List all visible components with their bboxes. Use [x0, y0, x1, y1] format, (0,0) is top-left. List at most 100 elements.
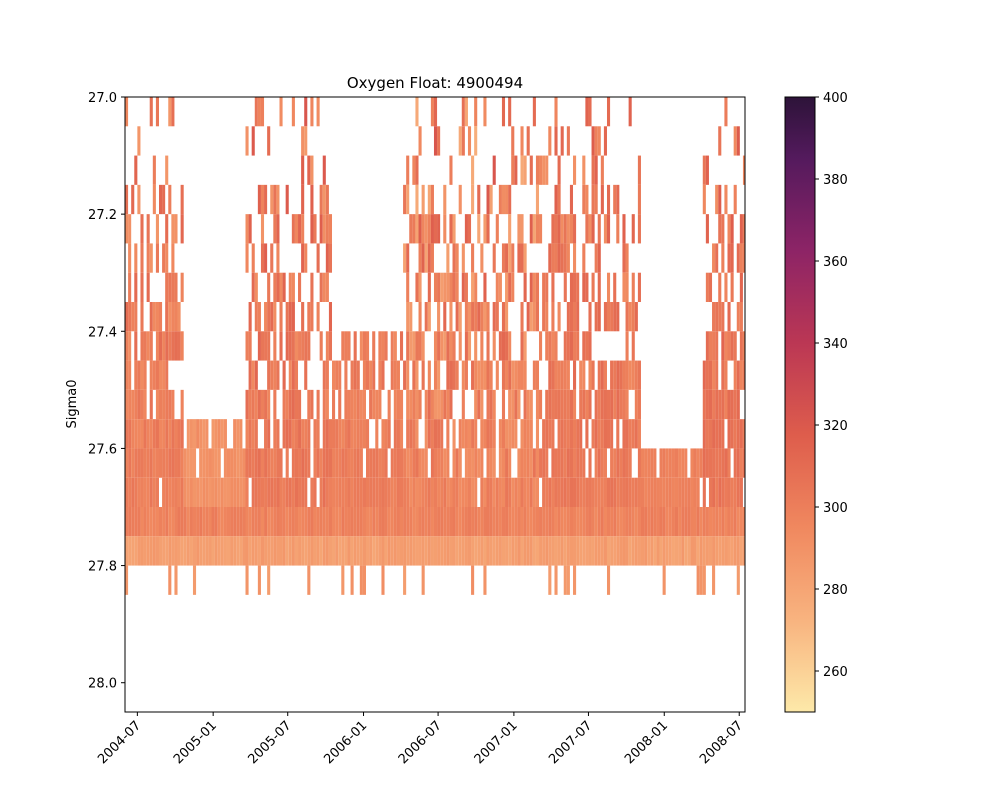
- heatmap-cell: [489, 448, 493, 478]
- heatmap-cell: [304, 419, 308, 449]
- heatmap-cell: [316, 507, 320, 537]
- heatmap-cell: [137, 507, 141, 537]
- heatmap-cell: [727, 331, 731, 361]
- heatmap-cell: [532, 214, 536, 244]
- heatmap-cell: [529, 214, 533, 244]
- heatmap-cell: [563, 419, 567, 449]
- heatmap-cell: [458, 331, 462, 361]
- heatmap-cell: [270, 360, 274, 390]
- heatmap-cell: [171, 214, 175, 244]
- heatmap-cell: [477, 507, 481, 537]
- heatmap-cell: [702, 184, 706, 215]
- heatmap-cell: [517, 536, 521, 566]
- heatmap-cell: [539, 536, 543, 566]
- heatmap-cell: [406, 536, 410, 566]
- heatmap-cell: [606, 184, 611, 215]
- heatmap-cell: [437, 214, 441, 244]
- heatmap-cell: [514, 507, 518, 537]
- heatmap-cell: [390, 331, 394, 361]
- heatmap-cell: [257, 507, 261, 537]
- colorbar-tick-label: 380: [823, 173, 848, 188]
- heatmap-cell: [523, 419, 527, 449]
- heatmap-cell: [131, 302, 135, 332]
- heatmap-cell: [406, 419, 410, 449]
- heatmap-cell: [563, 536, 567, 566]
- heatmap-cell: [381, 536, 385, 566]
- heatmap-cell: [270, 243, 274, 273]
- heatmap-cell: [214, 419, 218, 449]
- heatmap-cell: [582, 331, 586, 361]
- heatmap-cell: [443, 184, 447, 215]
- heatmap-cell: [433, 419, 438, 449]
- heatmap-cell: [236, 507, 240, 537]
- heatmap-cell: [186, 536, 190, 566]
- heatmap-cell: [579, 360, 583, 390]
- heatmap-cell: [387, 419, 391, 449]
- heatmap-cell: [591, 360, 595, 390]
- heatmap-cell: [313, 477, 317, 507]
- heatmap-cell: [736, 507, 740, 537]
- heatmap-cell: [415, 389, 419, 420]
- heatmap-cell: [415, 448, 419, 478]
- heatmap-cell: [634, 302, 638, 332]
- heatmap-cell: [362, 360, 366, 390]
- heatmap-cell: [134, 389, 138, 420]
- heatmap-cell: [591, 507, 595, 537]
- heatmap-cell: [696, 565, 700, 595]
- heatmap-cell: [625, 419, 629, 449]
- heatmap-cell: [310, 507, 314, 537]
- heatmap-cell: [492, 507, 496, 537]
- heatmap-cell: [724, 97, 728, 127]
- heatmap-cell: [733, 126, 737, 156]
- heatmap-cell: [653, 507, 657, 537]
- heatmap-cell: [152, 419, 156, 449]
- heatmap-cell: [152, 184, 156, 215]
- heatmap-cell: [532, 360, 536, 390]
- heatmap-cell: [693, 507, 697, 537]
- heatmap-cell: [226, 507, 231, 537]
- heatmap-cell: [393, 419, 397, 449]
- heatmap-cell: [718, 477, 722, 507]
- heatmap-cell: [335, 507, 339, 537]
- heatmap-cell: [736, 126, 740, 156]
- heatmap-cell: [449, 272, 453, 302]
- heatmap-cell: [418, 389, 422, 420]
- heatmap-cell: [406, 155, 410, 185]
- heatmap-cell: [313, 536, 317, 566]
- heatmap-cell: [606, 536, 611, 566]
- heatmap-cell: [208, 507, 212, 537]
- heatmap-cell: [619, 448, 623, 478]
- heatmap-cell: [155, 389, 159, 420]
- heatmap-cell: [316, 97, 320, 127]
- heatmap-cell: [406, 331, 410, 361]
- heatmap-cell: [600, 184, 604, 215]
- heatmap-cell: [338, 536, 342, 566]
- heatmap-cell: [637, 389, 641, 420]
- heatmap-cell: [464, 360, 468, 390]
- heatmap-cell: [566, 448, 570, 478]
- heatmap-cell: [508, 184, 512, 215]
- heatmap-cell: [415, 97, 419, 127]
- heatmap-cell: [545, 477, 549, 507]
- heatmap-cell: [430, 214, 434, 244]
- heatmap-cell: [730, 243, 734, 273]
- heatmap-cell: [739, 214, 743, 244]
- heatmap-cell: [693, 536, 697, 566]
- heatmap-cell: [264, 302, 268, 332]
- heatmap-cell: [702, 536, 706, 566]
- heatmap-cell: [322, 448, 326, 478]
- heatmap-cell: [403, 565, 407, 595]
- heatmap-cell: [301, 243, 305, 273]
- heatmap-cell: [180, 272, 184, 302]
- heatmap-cell: [742, 155, 745, 185]
- heatmap-cell: [535, 477, 540, 507]
- heatmap-cell: [146, 419, 150, 449]
- heatmap-cell: [273, 272, 277, 302]
- heatmap-cell: [155, 419, 159, 449]
- heatmap-cell: [483, 97, 487, 127]
- heatmap-cell: [180, 477, 184, 507]
- heatmap-cell: [214, 507, 218, 537]
- heatmap-cell: [307, 536, 311, 566]
- heatmap-cell: [396, 419, 400, 449]
